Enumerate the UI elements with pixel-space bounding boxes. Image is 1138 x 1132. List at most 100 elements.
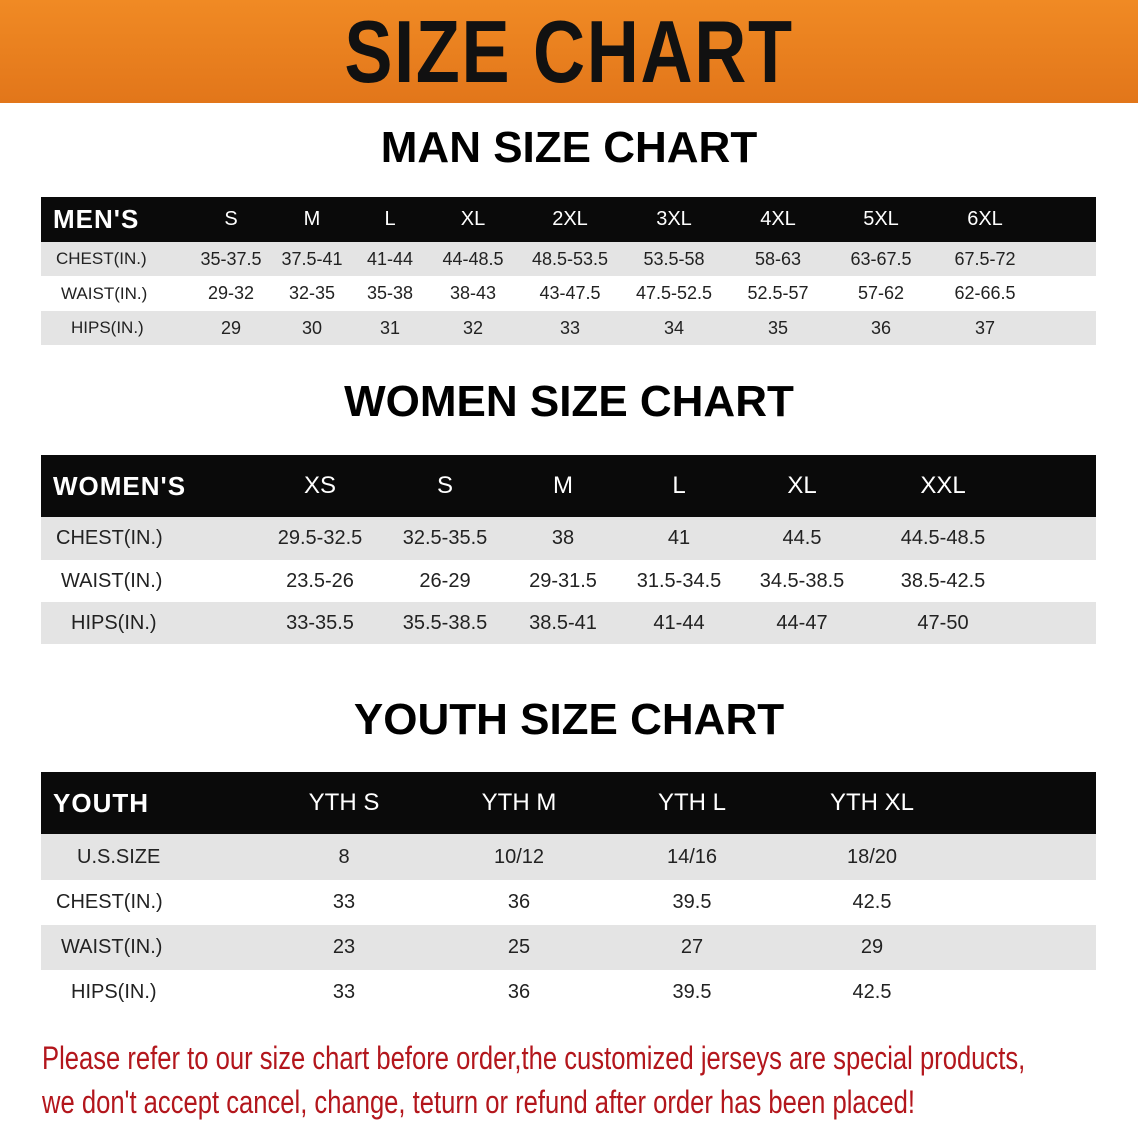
table-row: CHEST(IN.) 33 36 39.5 42.5	[41, 880, 1096, 925]
table-cell: 37	[974, 317, 996, 338]
size-header-5xl: 5XL	[863, 208, 899, 230]
row-label: WAIST(IN.)	[61, 936, 163, 958]
men-section-title: MAN SIZE CHART	[380, 123, 758, 172]
table-cell: 35-37.5	[200, 248, 262, 269]
table-cell: 23.5-26	[286, 569, 354, 592]
size-header-xl: XL	[460, 208, 486, 230]
table-cell: 18/20	[846, 845, 898, 868]
table-cell: 10/12	[493, 845, 545, 868]
header-label: YOUTH	[53, 787, 149, 818]
row-label: CHEST(IN.)	[56, 891, 163, 913]
table-cell: 41	[667, 527, 691, 549]
row-label: HIPS(IN.)	[71, 318, 144, 337]
table-cell: 41-44	[653, 611, 705, 634]
table-cell: 44-47	[776, 611, 828, 634]
row-label: U.S.SIZE	[77, 845, 161, 868]
table-header-row: WOMEN'S XS S M L XL XXL	[41, 455, 1096, 517]
table-cell: 29.5-32.5	[277, 527, 363, 549]
table-cell: 38.5-41	[529, 611, 597, 634]
table-cell: 38.5-42.5	[900, 569, 986, 592]
banner-title: SIZE CHART	[344, 2, 794, 101]
table-cell: 31.5-34.5	[636, 569, 722, 592]
youth-section-title: YOUTH SIZE CHART	[353, 695, 785, 744]
table-cell: 29-32	[207, 283, 255, 303]
size-header-l: L	[672, 472, 686, 499]
size-header-m: M	[553, 472, 573, 499]
row-label: HIPS(IN.)	[71, 981, 157, 1003]
banner: SIZE CHART	[0, 0, 1138, 103]
row-label: WAIST(IN.)	[61, 569, 163, 592]
table-cell: 37.5-41	[281, 248, 343, 269]
table-cell: 44.5	[782, 527, 822, 549]
table-cell: 62-66.5	[954, 283, 1016, 303]
note-line-1: Please refer to our size chart before or…	[42, 1040, 1026, 1076]
table-cell: 43-47.5	[539, 283, 601, 303]
table-row: HIPS(IN.) 33 36 39.5 42.5	[41, 970, 1096, 1015]
header-label: WOMEN'S	[53, 470, 187, 501]
table-row: CHEST(IN.) 29.5-32.5 32.5-35.5 38 41 44.5 44.5…	[41, 517, 1096, 560]
table-cell: 33-35.5	[286, 611, 354, 634]
women-size-table: WOMEN'S XS S M L XL XXL CHEST(IN.) 29.5-32.5 32.5…	[41, 455, 1096, 644]
size-header-yth-s: YTH S	[308, 789, 380, 816]
table-row: WAIST(IN.) 23.5-26 26-29 29-31.5 31.5-34.5 34…	[41, 560, 1096, 602]
size-header-s: S	[224, 208, 238, 230]
table-cell: 35-38	[366, 283, 414, 303]
size-header-xxl: XXL	[920, 472, 966, 499]
size-header-xs: XS	[303, 472, 337, 499]
table-cell: 32-35	[288, 283, 336, 303]
table-cell: 42.5	[852, 891, 892, 913]
table-cell: 67.5-72	[954, 248, 1016, 269]
table-cell: 26-29	[419, 569, 471, 592]
table-cell: 36	[507, 891, 531, 913]
table-row: WAIST(IN.) 29-32 32-35 35-38 38-43 43-47.5 47.…	[41, 276, 1096, 311]
table-cell: 34.5-38.5	[759, 569, 845, 592]
size-header-4xl: 4XL	[760, 208, 796, 230]
table-cell: 30	[301, 317, 323, 338]
youth-size-table: YOUTH YTH S YTH M YTH L YTH XL U.S.SIZE 8 10/12…	[41, 772, 1096, 1015]
table-header-row: YOUTH YTH S YTH M YTH L YTH XL	[41, 772, 1096, 834]
size-header-yth-l: YTH L	[657, 789, 727, 816]
table-cell: 38	[551, 527, 575, 549]
row-label: CHEST(IN.)	[56, 249, 147, 268]
table-cell: 58-63	[754, 248, 802, 269]
table-cell: 53.5-58	[643, 248, 705, 269]
table-cell: 33	[559, 317, 581, 338]
table-cell: 29	[220, 317, 242, 338]
table-cell: 39.5	[672, 891, 712, 913]
row-label: WAIST(IN.)	[61, 283, 148, 303]
table-cell: 35	[767, 317, 789, 338]
table-row: CHEST(IN.) 35-37.5 37.5-41 41-44 44-48.5 48.5…	[41, 242, 1096, 276]
table-cell: 47.5-52.5	[635, 283, 713, 303]
table-cell: 27	[680, 936, 704, 958]
table-row: HIPS(IN.) 33-35.5 35.5-38.5 38.5-41 41-44 44-…	[41, 602, 1096, 644]
table-cell: 47-50	[917, 611, 969, 634]
row-label: CHEST(IN.)	[56, 527, 163, 549]
table-header-row: MEN'S S M L XL 2XL 3XL 4XL 5XL 6XL	[41, 197, 1096, 242]
table-cell: 33	[332, 891, 356, 913]
table-cell: 34	[663, 317, 685, 338]
table-cell: 44.5-48.5	[900, 527, 986, 549]
table-row: HIPS(IN.) 29 30 31 32 33 34 35 36 37	[41, 311, 1096, 345]
table-cell: 41-44	[366, 248, 414, 269]
table-cell: 33	[332, 981, 356, 1003]
size-header-s: S	[436, 472, 454, 499]
table-cell: 36	[507, 981, 531, 1003]
table-cell: 42.5	[852, 981, 892, 1003]
men-size-table: MEN'S S M L XL 2XL 3XL 4XL 5XL 6XL CHEST(IN.) 35-37…	[41, 197, 1096, 345]
table-cell: 32.5-35.5	[402, 527, 488, 549]
row-label: HIPS(IN.)	[71, 611, 157, 634]
table-cell: 32	[462, 317, 484, 338]
table-cell: 48.5-53.5	[531, 248, 609, 269]
size-header-xl: XL	[787, 472, 817, 499]
note-line-2: we don't accept cancel, change, teturn o…	[42, 1084, 915, 1120]
table-cell: 52.5-57	[747, 283, 809, 303]
size-header-l: L	[384, 208, 396, 230]
table-cell: 25	[507, 936, 531, 958]
table-cell: 36	[870, 317, 892, 338]
women-section-title: WOMEN SIZE CHART	[344, 377, 794, 426]
table-cell: 23	[332, 936, 356, 958]
size-header-m: M	[303, 208, 321, 230]
table-cell: 44-48.5	[442, 248, 504, 269]
table-cell: 29	[860, 936, 884, 958]
